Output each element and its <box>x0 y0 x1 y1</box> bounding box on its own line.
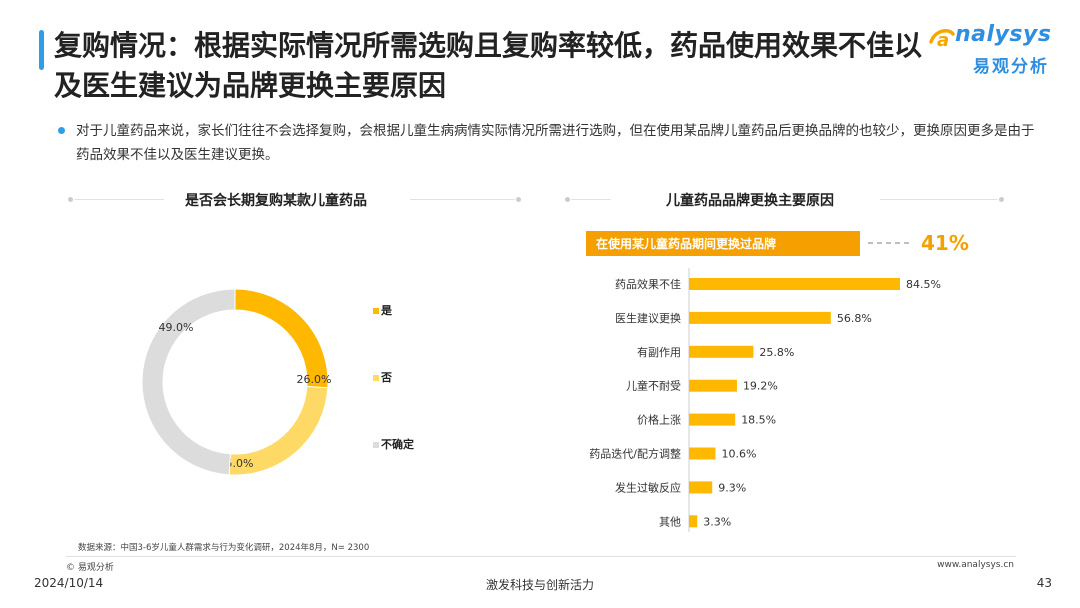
bar <box>689 345 754 358</box>
bar-value-label: 3.3% <box>703 515 731 528</box>
logo-swoosh-icon: a <box>929 28 955 51</box>
bar-category-label: 其他 <box>659 515 681 528</box>
bullet-icon <box>58 127 65 134</box>
analysys-logo: a nalysys 易观分析 <box>929 22 1075 82</box>
section-divider-dot <box>565 197 570 202</box>
donut-slice <box>141 288 236 476</box>
page-title: 复购情况：根据实际情况所需选购且复购率较低，药品使用效果不佳以及医生建议为品牌更… <box>54 29 923 102</box>
copyright-text: © 易观分析 <box>66 563 114 573</box>
legend-swatch <box>373 442 379 448</box>
pie-chart-title: 是否会长期复购某款儿童药品 <box>185 193 367 209</box>
legend-label: 是 <box>380 304 393 317</box>
bar-value-label: 18.5% <box>741 414 776 427</box>
bar-value-label: 19.2% <box>743 380 778 393</box>
bar-category-label: 药品效果不佳 <box>615 277 681 291</box>
bar <box>689 379 737 392</box>
bar-category-label: 价格上涨 <box>637 413 681 427</box>
donut-value-label: 49.0% <box>159 321 194 334</box>
bar-value-label: 25.8% <box>759 346 794 359</box>
logo-chinese-name: 易观分析 <box>973 57 1049 77</box>
bar-chart-title: 儿童药品品牌更换主要原因 <box>666 193 834 209</box>
title-accent-bar <box>39 30 44 70</box>
website-url: www.analysys.cn <box>937 560 1014 570</box>
svg-text:a: a <box>937 30 949 51</box>
section-divider-dot <box>999 197 1004 202</box>
donut-value-label: 26.0% <box>297 373 332 386</box>
section-divider-line <box>410 199 515 200</box>
highlight-box <box>586 231 860 256</box>
report-date: 2024/10/14 <box>34 576 104 590</box>
highlight-value: 41% <box>921 231 969 255</box>
section-divider-dot <box>68 197 73 202</box>
bar <box>689 515 698 528</box>
data-source-note: 数据来源：中国3-6岁儿童人群需求与行为变化调研，2024年8月，N= 2300 <box>78 543 370 553</box>
bar-value-label: 9.3% <box>718 481 746 494</box>
bar-value-label: 56.8% <box>837 312 872 325</box>
section-divider-dot <box>516 197 521 202</box>
footer-divider <box>66 556 1016 557</box>
legend-swatch <box>373 308 379 314</box>
bar <box>689 278 900 290</box>
bar <box>689 447 716 460</box>
summary-text: 对于儿童药品来说，家长们往往不会选择复购，会根据儿童生病病情实际情况所需进行选购… <box>76 123 1035 163</box>
section-divider-line <box>571 199 611 200</box>
bar-category-label: 药品迭代/配方调整 <box>589 447 681 461</box>
section-divider-line <box>74 199 164 200</box>
bar-value-label: 84.5% <box>906 278 941 291</box>
bar <box>689 311 831 324</box>
footer-slogan: 激发科技与创新活力 <box>485 578 594 592</box>
legend-label: 不确定 <box>381 437 414 451</box>
section-divider-line <box>880 199 998 200</box>
page-number: 43 <box>1036 576 1052 590</box>
bar <box>689 481 713 494</box>
bar-category-label: 有副作用 <box>637 345 681 359</box>
bar <box>689 413 736 426</box>
bar-category-label: 发生过敏反应 <box>615 480 681 494</box>
legend-swatch <box>373 375 379 381</box>
logo-wordmark: nalysys <box>955 22 1052 47</box>
bar-category-label: 医生建议更换 <box>615 311 681 325</box>
bar-value-label: 10.6% <box>721 448 756 461</box>
highlight-label: 在使用某儿童药品期间更换过品牌 <box>596 236 776 251</box>
bar-category-label: 儿童不耐受 <box>626 379 681 393</box>
legend-label: 否 <box>380 371 392 384</box>
